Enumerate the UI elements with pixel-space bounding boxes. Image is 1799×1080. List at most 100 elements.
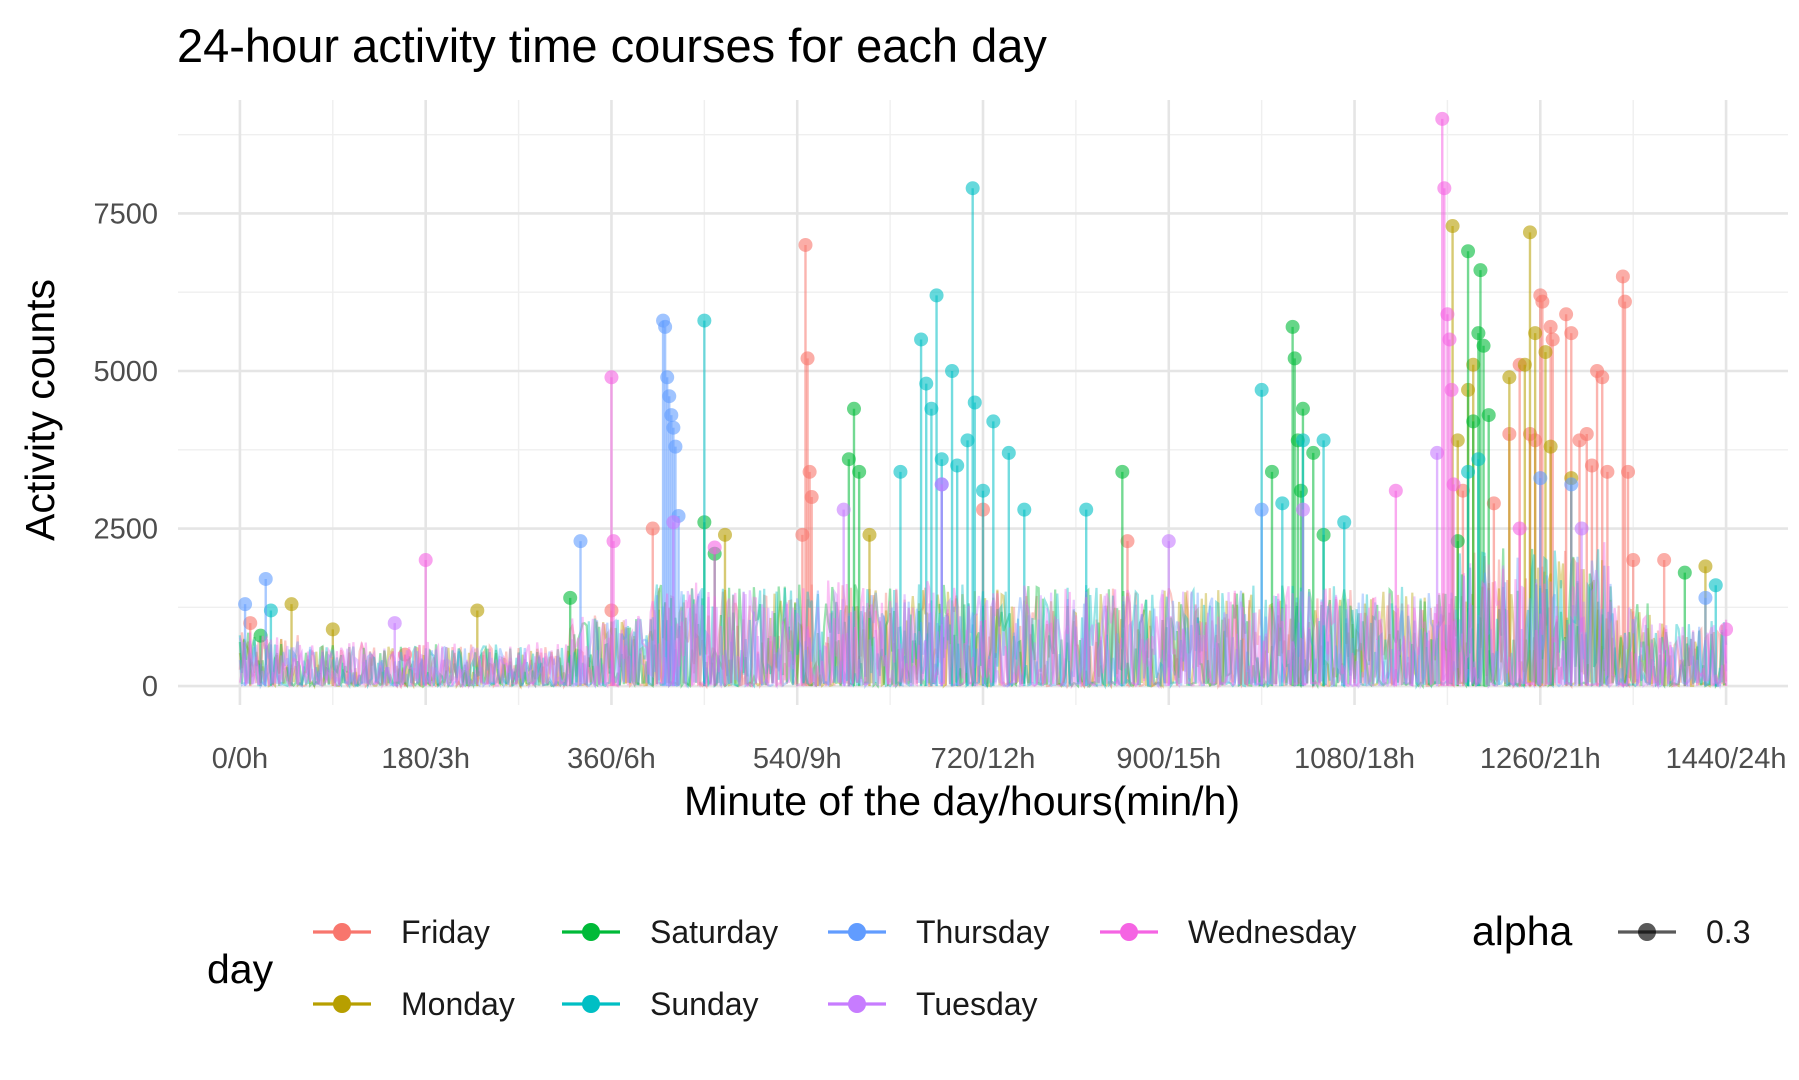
data-point — [976, 483, 990, 498]
x-tick-label: 1080/18h — [1294, 743, 1415, 775]
data-point — [697, 313, 712, 328]
data-point — [1512, 521, 1527, 536]
data-point — [660, 370, 675, 385]
data-point — [1466, 414, 1481, 429]
data-point — [1533, 471, 1548, 486]
data-point — [1079, 502, 1094, 517]
legend-item-sunday: Sunday — [562, 986, 759, 1022]
y-tick-label: 5000 — [93, 356, 158, 388]
data-point — [1698, 590, 1713, 605]
data-point — [1471, 326, 1486, 341]
data-point — [717, 527, 732, 542]
data-point — [1719, 622, 1734, 637]
chart-title: 24-hour activity time courses for each d… — [177, 19, 1047, 72]
data-point — [1430, 445, 1445, 460]
data-point — [1574, 521, 1589, 536]
data-point — [1564, 477, 1579, 492]
x-tick-label: 360/6h — [567, 743, 656, 775]
legend-title-alpha: alpha — [1472, 908, 1573, 954]
data-point — [965, 181, 980, 196]
series-thursday — [238, 313, 1728, 690]
x-tick-label: 720/12h — [931, 743, 1036, 775]
data-point — [1517, 357, 1532, 372]
data-point — [986, 414, 1001, 429]
data-point — [798, 237, 813, 252]
legend-item-alpha: 0.3 — [1618, 914, 1750, 950]
data-point — [263, 603, 278, 618]
y-tick-label: 7500 — [93, 198, 158, 230]
legend-item-wednesday: Wednesday — [1100, 914, 1356, 950]
data-point — [1471, 452, 1486, 467]
data-point — [1595, 370, 1610, 385]
data-point — [1254, 382, 1269, 397]
data-point — [1466, 357, 1481, 372]
data-point — [668, 439, 683, 454]
data-point — [1698, 559, 1713, 574]
data-point — [1440, 307, 1455, 322]
data-point — [1473, 263, 1488, 278]
data-point — [934, 452, 949, 467]
data-point — [1626, 553, 1641, 568]
data-point — [284, 597, 299, 612]
data-point — [604, 370, 619, 385]
series-tuesday — [238, 445, 1728, 690]
data-point — [862, 527, 877, 542]
data-point — [1293, 483, 1308, 498]
data-point — [1442, 332, 1457, 347]
data-point — [945, 363, 960, 378]
data-point — [1522, 225, 1537, 240]
y-tick-label: 2500 — [93, 514, 158, 546]
data-point — [1295, 401, 1310, 416]
legend-key-point — [582, 923, 600, 941]
data-point — [1115, 464, 1130, 479]
series-line — [238, 556, 1728, 690]
data-point — [1476, 338, 1491, 353]
legend-key-point — [333, 923, 351, 941]
data-point — [1161, 534, 1176, 549]
legend-key-point — [582, 995, 600, 1013]
data-point — [662, 389, 677, 404]
legend-item-thursday: Thursday — [828, 914, 1049, 950]
data-point — [1615, 269, 1630, 284]
legend-label: Monday — [401, 986, 515, 1022]
data-point — [1461, 464, 1476, 479]
axis-tick-labels: 0/0h 180/3h 360/6h 540/9h 720/12h 900/15h 1080… — [93, 198, 1786, 775]
y-axis-title: Activity counts — [17, 279, 63, 541]
data-point — [919, 376, 934, 391]
data-point — [802, 464, 817, 479]
legend-key-point — [1120, 923, 1138, 941]
data-point — [934, 477, 949, 492]
legend-label: Saturday — [650, 914, 778, 950]
legend-item-monday: Monday — [313, 986, 515, 1022]
data-point — [1677, 565, 1692, 580]
data-point — [1543, 319, 1558, 334]
data-point — [325, 622, 340, 637]
data-point — [1275, 496, 1290, 511]
legend-key-point — [848, 995, 866, 1013]
data-point — [1545, 332, 1560, 347]
data-point — [893, 464, 908, 479]
data-point — [253, 628, 268, 643]
data-point — [1538, 345, 1553, 360]
legend-label: Sunday — [650, 986, 759, 1022]
data-point — [967, 395, 982, 410]
data-point — [470, 603, 485, 618]
data-point — [1502, 370, 1517, 385]
data-point — [1295, 502, 1310, 517]
x-tick-label: 540/9h — [753, 743, 842, 775]
data-point — [1264, 464, 1279, 479]
data-point — [1120, 534, 1135, 549]
x-tick-label: 1260/21h — [1480, 743, 1601, 775]
legend-title-day: day — [207, 946, 274, 992]
data-point — [795, 527, 810, 542]
data-point — [1316, 433, 1331, 448]
legend: day alpha Friday Monday Saturday Sunday Thur… — [207, 908, 1750, 1022]
data-point — [658, 319, 673, 334]
data-point — [1254, 502, 1269, 517]
data-point — [1287, 351, 1302, 366]
data-point — [573, 534, 588, 549]
x-tick-label: 0/0h — [212, 743, 268, 775]
data-point — [1017, 502, 1032, 517]
data-point — [914, 332, 929, 347]
series-line — [238, 542, 1728, 690]
